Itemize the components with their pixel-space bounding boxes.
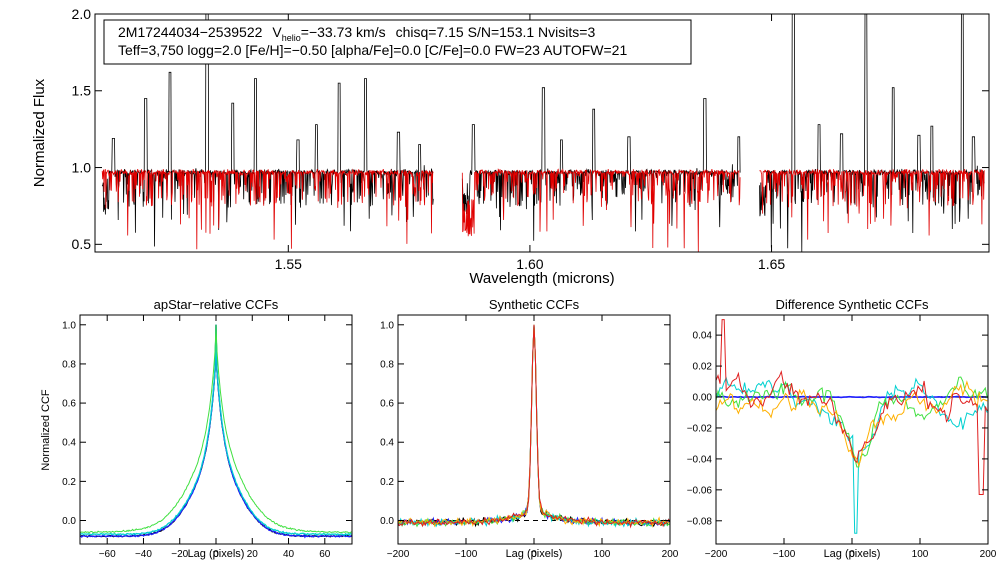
synthetic-ccf-line-ccf-b bbox=[397, 324, 671, 527]
spectrum-xlabel: Wavelength (microns) bbox=[469, 270, 614, 287]
synthetic-ccf-lines bbox=[397, 324, 671, 529]
spectrum-info-line2: Teff=3,750 logg=2.0 [Fe/H]=−0.50 [alpha/… bbox=[118, 42, 627, 58]
spectrum-info-box bbox=[103, 19, 692, 65]
fit-stats: chisq=7.15 S/N=153.1 Nvisits=3 bbox=[396, 24, 596, 40]
difference-ccf-ytick-label: 0.02 bbox=[693, 362, 713, 373]
apstar-ccf-xtick-label: −60 bbox=[99, 549, 116, 560]
synthetic-ccf-line-ccf-a bbox=[397, 324, 671, 528]
apstar-ccf-xtick-label: 20 bbox=[247, 549, 259, 560]
apstar-ccf-xtick-label: 40 bbox=[283, 549, 295, 560]
spectrum-xtick-label: 1.55 bbox=[275, 256, 302, 272]
synthetic-ccf-plot: −200 −100 0 100 200 0.0 0.2 0.4 0.6 0.8 1.0 Synthe… bbox=[380, 297, 679, 560]
spectrum-ytick-label: 1.0 bbox=[72, 159, 92, 175]
difference-ccf-line-diff-e bbox=[715, 380, 988, 468]
apstar-ccf-ytick-label: 0.6 bbox=[62, 399, 76, 410]
synthetic-ccf-line-ccf-c bbox=[397, 324, 671, 528]
difference-ccf-line-diff-d bbox=[715, 376, 988, 468]
spectrum-info-line1: 2M17244034−2539522 Vhelio=−33.73 km/s chis… bbox=[118, 24, 595, 43]
difference-ccf-title: Difference Synthetic CCFs bbox=[776, 297, 929, 312]
apstar-ccf-line-visit-2 bbox=[79, 324, 353, 539]
difference-ccf-xlabel: Lag (pixels) bbox=[824, 548, 881, 560]
synthetic-ccf-xtick-label: 200 bbox=[662, 549, 679, 560]
spectrum-ytick-label: 1.5 bbox=[72, 83, 92, 99]
difference-ccf-ytick-label: −0.08 bbox=[687, 516, 713, 527]
v-subscript: helio bbox=[282, 33, 301, 43]
apstar-ccf-ytick-label: 0.0 bbox=[62, 516, 76, 527]
difference-ccf-frame bbox=[715, 314, 989, 545]
synthetic-ccf-line-ccf-f bbox=[397, 324, 671, 529]
difference-ccf-ytick-label: −0.04 bbox=[687, 454, 713, 465]
difference-ccf-ytick-label: 0.04 bbox=[693, 331, 713, 342]
difference-ccf-ticks: −200 −100 0 100 200 −0.08 −0.06 −0.04 −0.02 0.00 0… bbox=[687, 315, 997, 560]
apstar-ccf-line-visit-4 bbox=[79, 324, 353, 534]
spectrum-ticks: 1.55 1.60 1.65 0.5 1.0 1.5 2.0 bbox=[72, 6, 989, 272]
synthetic-ccf-xtick-label: 0 bbox=[531, 549, 537, 560]
v-label: V bbox=[272, 24, 282, 40]
apstar-ccf-xtick-label: −40 bbox=[135, 549, 152, 560]
spectrum-ylabel: Normalized Flux bbox=[31, 78, 48, 187]
apstar-ccf-lines bbox=[79, 324, 353, 539]
apstar-ccf-ytick-label: 0.4 bbox=[62, 438, 76, 449]
apstar-ccf-ticks: −60 −40 −20 0 20 40 60 0.0 0.2 0.4 0.6 0.8 1.0 bbox=[62, 315, 352, 560]
spectrum-xtick-label: 1.60 bbox=[516, 256, 543, 272]
difference-ccf-line-diff-f bbox=[715, 319, 988, 495]
synthetic-ccf-xtick-label: 100 bbox=[594, 549, 611, 560]
synthetic-ccf-xtick-label: −200 bbox=[387, 549, 410, 560]
difference-ccf-line-diff-c bbox=[715, 376, 988, 534]
apstar-ccf-ylabel: Normalized CCF bbox=[40, 389, 52, 471]
difference-ccf-ytick-label: −0.06 bbox=[687, 485, 713, 496]
difference-ccf-xtick-label: 200 bbox=[980, 549, 997, 560]
synthetic-ccf-ytick-label: 0.6 bbox=[380, 399, 394, 410]
apstar-ccf-ytick-label: 0.2 bbox=[62, 477, 76, 488]
synthetic-ccf-ticks: −200 −100 0 100 200 0.0 0.2 0.4 0.6 0.8 1.0 bbox=[380, 315, 679, 560]
synthetic-ccf-ytick-label: 0.2 bbox=[380, 477, 394, 488]
apstar-ccf-ytick-label: 0.8 bbox=[62, 359, 76, 370]
difference-ccf-plot: −200 −100 0 100 200 −0.08 −0.06 −0.04 −0.02 0.00 0… bbox=[687, 297, 997, 560]
synthetic-ccf-ytick-label: 1.0 bbox=[380, 320, 394, 331]
synthetic-ccf-xtick-label: −100 bbox=[455, 549, 478, 560]
apstar-ccf-line-visit-3 bbox=[79, 324, 353, 536]
apstar-ccf-xlabel: Lag (pixels) bbox=[188, 548, 245, 560]
difference-ccf-lines bbox=[715, 319, 989, 534]
synthetic-ccf-ytick-label: 0.8 bbox=[380, 359, 394, 370]
spectrum-ytick-label: 0.5 bbox=[72, 236, 92, 252]
difference-ccf-xtick-label: −200 bbox=[705, 549, 728, 560]
spectrum-ytick-label: 2.0 bbox=[72, 6, 92, 22]
synthetic-ccf-ytick-label: 0.0 bbox=[380, 516, 394, 527]
synthetic-ccf-line-ccf-e bbox=[397, 324, 671, 528]
difference-ccf-xtick-label: 0 bbox=[849, 549, 855, 560]
spectrum-model-line bbox=[101, 168, 985, 253]
spectrum-plot: 1.55 1.60 1.65 0.5 1.0 1.5 2.0 2M17244034−2539… bbox=[31, 6, 990, 287]
spectrum-xtick-label: 1.65 bbox=[758, 256, 785, 272]
apstar-ccf-title: apStar−relative CCFs bbox=[154, 297, 279, 312]
spectrum-lines bbox=[101, 13, 985, 253]
difference-ccf-ytick-label: −0.02 bbox=[687, 423, 713, 434]
v-value: =−33.73 km/s bbox=[301, 24, 386, 40]
apstar-ccf-ytick-label: 1.0 bbox=[62, 320, 76, 331]
apstar-ccf-xtick-label: −20 bbox=[171, 549, 188, 560]
synthetic-ccf-ytick-label: 0.4 bbox=[380, 438, 394, 449]
synthetic-ccf-line-ccf-d bbox=[397, 324, 671, 528]
synthetic-ccf-xlabel: Lag (pixels) bbox=[506, 548, 563, 560]
apstar-ccf-xtick-label: 60 bbox=[319, 549, 331, 560]
spectrum-frame bbox=[94, 13, 990, 253]
difference-ccf-ytick-label: 0.00 bbox=[693, 393, 713, 404]
star-id: 2M17244034−2539522 bbox=[118, 24, 263, 40]
difference-ccf-xtick-label: −100 bbox=[773, 549, 796, 560]
apstar-ccf-plot: −60 −40 −20 0 20 40 60 0.0 0.2 0.4 0.6 0.8 1.0 apSta… bbox=[40, 297, 353, 560]
difference-ccf-xtick-label: 100 bbox=[912, 549, 929, 560]
synthetic-ccf-frame bbox=[397, 314, 671, 545]
apstar-ccf-xtick-label: 0 bbox=[213, 549, 219, 560]
difference-ccf-line-diff-b bbox=[715, 395, 989, 399]
synthetic-ccf-title: Synthetic CCFs bbox=[489, 297, 580, 312]
